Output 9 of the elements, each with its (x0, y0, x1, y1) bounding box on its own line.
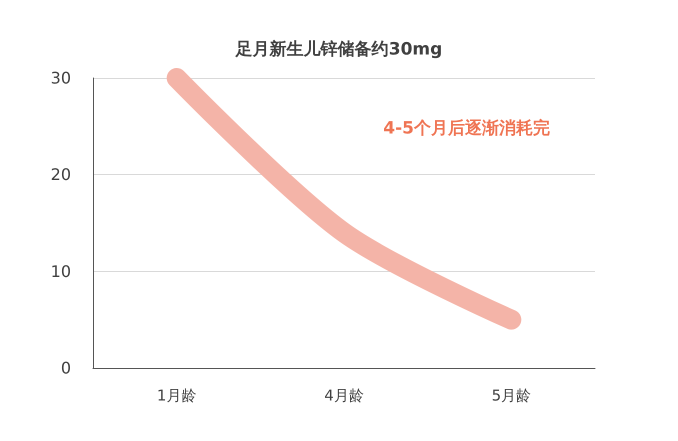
y-tick-label: 30 (50, 68, 71, 88)
x-tick-label: 1月龄 (156, 386, 196, 404)
y-tick-label: 20 (50, 165, 71, 184)
annotation: 4-5个月后逐渐消耗完 (383, 118, 550, 138)
y-tick-label: 0 (60, 358, 71, 378)
chart-title: 足月新生儿锌储备约30mg (234, 40, 442, 60)
y-tick-label: 10 (50, 262, 71, 281)
x-tick-label: 5月龄 (492, 386, 532, 404)
x-tick-label: 4月龄 (324, 386, 364, 404)
